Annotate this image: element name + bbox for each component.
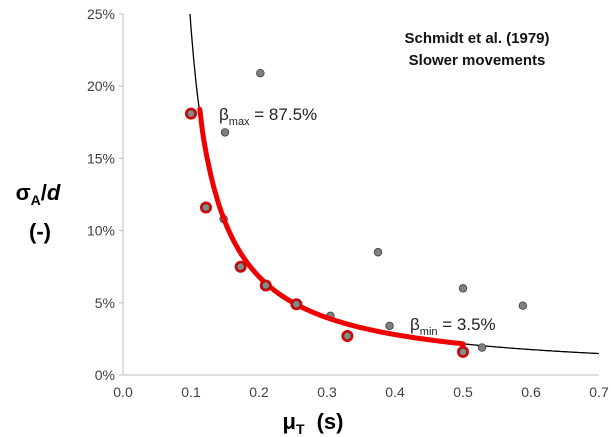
y-axis-title: σA/d xyxy=(16,180,61,208)
y-tick-labels: 0% 5% 10% 15% 20% 25% xyxy=(87,6,123,383)
highlighted-data-point xyxy=(343,332,352,340)
x-tick-label: 0.0 xyxy=(113,384,133,400)
highlighted-data-point xyxy=(292,300,301,309)
y-tick-label: 5% xyxy=(95,295,115,311)
data-point xyxy=(518,301,528,310)
y-axis-symbol: σ xyxy=(16,180,31,205)
highlighted-data-point xyxy=(236,262,245,271)
y-tick-label: 10% xyxy=(87,223,115,239)
x-tick-label: 0.7 xyxy=(589,384,609,400)
highlighted-data-point xyxy=(261,281,270,290)
data-point xyxy=(458,284,468,293)
y-tick-label: 0% xyxy=(95,367,115,383)
beta-min-symbol: β xyxy=(410,315,420,334)
beta-min-value: = 3.5% xyxy=(438,315,496,334)
y-axis-unit: (-) xyxy=(29,219,51,244)
y-tick-label: 20% xyxy=(87,78,115,94)
x-tick-label: 0.3 xyxy=(317,384,337,400)
y-axis-divider: / xyxy=(41,180,47,205)
x-tick-label: 0.6 xyxy=(521,384,541,400)
x-axis-subscript: T xyxy=(296,421,305,437)
data-point xyxy=(256,69,265,78)
data-point xyxy=(220,128,230,137)
data-point xyxy=(477,343,487,352)
beta-max-value: = 87.5% xyxy=(250,105,318,124)
beta-max-subscript: max xyxy=(229,116,250,128)
highlighted-data-point xyxy=(187,109,195,118)
x-axis-title: μT (s) xyxy=(283,409,344,437)
chart-title: Schmidt et al. (1979) xyxy=(404,30,549,47)
highlighted-points xyxy=(185,107,469,358)
x-tick-labels: 0.0 0.1 0.2 0.3 0.4 0.5 0.6 0.7 xyxy=(113,384,609,400)
x-tick-label: 0.2 xyxy=(249,384,269,400)
x-axis-symbol: μ xyxy=(283,409,296,434)
data-point xyxy=(385,321,394,331)
y-axis-subscript: A xyxy=(31,192,41,208)
x-axis-unit: (s) xyxy=(317,409,344,434)
beta-max-symbol: β xyxy=(219,105,229,124)
chart-subtitle: Slower movements xyxy=(409,52,546,69)
highlighted-data-point xyxy=(459,347,467,356)
x-tick-label: 0.1 xyxy=(181,384,201,400)
y-tick-label: 15% xyxy=(87,150,115,166)
data-point xyxy=(373,248,383,257)
x-tick-label: 0.4 xyxy=(385,384,405,400)
x-tick-label: 0.5 xyxy=(453,384,473,400)
y-tick-label: 25% xyxy=(87,6,115,22)
beta-max-annotation: βmax = 87.5% xyxy=(219,105,317,128)
beta-min-annotation: βmin = 3.5% xyxy=(410,315,496,338)
beta-min-subscript: min xyxy=(420,326,438,338)
bounded-fit-curve xyxy=(197,106,466,355)
y-axis-variable: d xyxy=(47,180,61,205)
data-points xyxy=(186,69,528,357)
highlighted-data-point xyxy=(202,203,210,212)
